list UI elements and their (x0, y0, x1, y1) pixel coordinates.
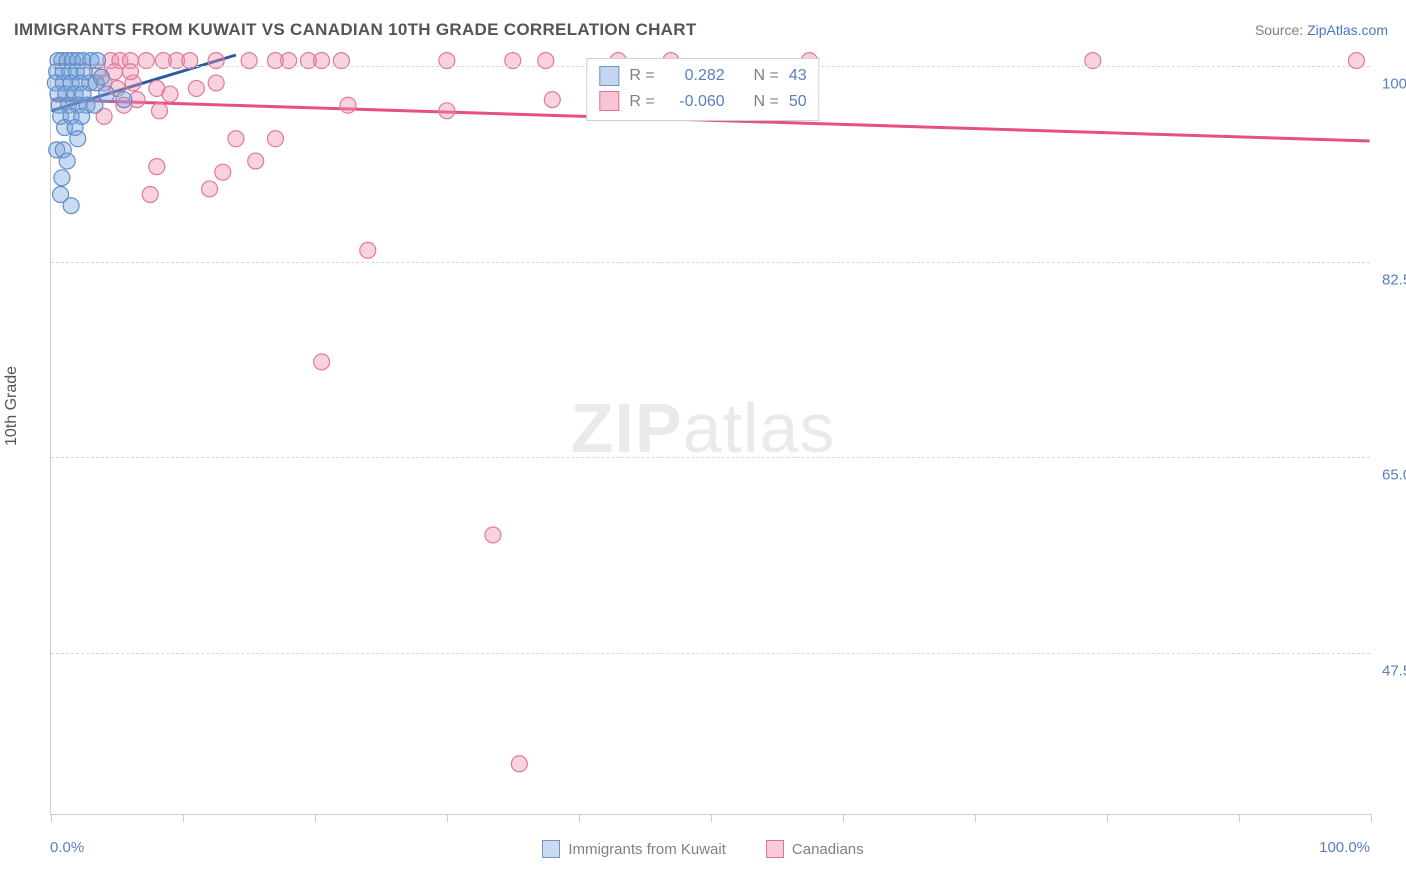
x-tick (183, 814, 184, 822)
legend-item-pink: Canadians (766, 840, 864, 858)
correlation-stats-box: R = 0.282 N = 43 R = -0.060 N = 50 (586, 58, 819, 121)
x-tick (711, 814, 712, 822)
x-tick (51, 814, 52, 822)
legend-label-blue: Immigrants from Kuwait (568, 841, 726, 858)
point-pink (439, 103, 455, 119)
x-tick (579, 814, 580, 822)
point-pink (485, 527, 501, 543)
point-pink (340, 97, 356, 113)
point-blue (54, 170, 70, 186)
point-blue (53, 187, 69, 203)
x-tick (315, 814, 316, 822)
gridline-h (51, 262, 1370, 263)
swatch-pink (766, 840, 784, 858)
point-pink (314, 354, 330, 370)
r-label: R = (629, 89, 654, 115)
gridline-h (51, 457, 1370, 458)
r-value-blue: 0.282 (665, 63, 725, 89)
point-pink (202, 181, 218, 197)
x-tick (1239, 814, 1240, 822)
source-label: Source: (1255, 22, 1307, 38)
point-pink (248, 153, 264, 169)
stats-row-pink: R = -0.060 N = 50 (599, 89, 806, 115)
swatch-blue (542, 840, 560, 858)
x-tick (1107, 814, 1108, 822)
point-pink (188, 80, 204, 96)
stats-row-blue: R = 0.282 N = 43 (599, 63, 806, 89)
chart-svg (51, 55, 1370, 814)
r-label: R = (629, 63, 654, 89)
source-link[interactable]: ZipAtlas.com (1307, 22, 1388, 38)
point-pink (228, 131, 244, 147)
swatch-blue-small (599, 66, 619, 86)
point-pink (208, 75, 224, 91)
x-tick (843, 814, 844, 822)
chart-title: IMMIGRANTS FROM KUWAIT VS CANADIAN 10TH … (14, 20, 697, 40)
point-pink (142, 187, 158, 203)
point-pink (511, 756, 527, 772)
point-pink (215, 164, 231, 180)
point-blue (70, 131, 86, 147)
n-value-blue: 43 (789, 63, 807, 89)
point-blue (99, 86, 115, 102)
x-tick (975, 814, 976, 822)
plot-area: 100.0%82.5%65.0%47.5% (50, 55, 1370, 815)
x-tick (447, 814, 448, 822)
source-attribution: Source: ZipAtlas.com (1255, 22, 1388, 38)
point-blue (116, 92, 132, 108)
point-pink (151, 103, 167, 119)
y-tick-label: 82.5% (1374, 271, 1406, 288)
point-pink (267, 131, 283, 147)
n-label: N = (754, 63, 779, 89)
point-blue (59, 153, 75, 169)
legend: Immigrants from Kuwait Canadians (0, 840, 1406, 858)
y-tick-label: 65.0% (1374, 467, 1406, 484)
y-axis-title: 10th Grade (3, 366, 21, 446)
gridline-h (51, 653, 1370, 654)
legend-label-pink: Canadians (792, 841, 864, 858)
n-value-pink: 50 (789, 89, 807, 115)
point-pink (544, 92, 560, 108)
y-tick-label: 100.0% (1374, 76, 1406, 93)
point-blue (93, 69, 109, 85)
r-value-pink: -0.060 (665, 89, 725, 115)
x-tick (1371, 814, 1372, 822)
point-pink (360, 242, 376, 258)
point-pink (162, 86, 178, 102)
y-tick-label: 47.5% (1374, 662, 1406, 679)
point-pink (149, 159, 165, 175)
legend-item-blue: Immigrants from Kuwait (542, 840, 726, 858)
swatch-pink-small (599, 91, 619, 111)
n-label: N = (754, 89, 779, 115)
